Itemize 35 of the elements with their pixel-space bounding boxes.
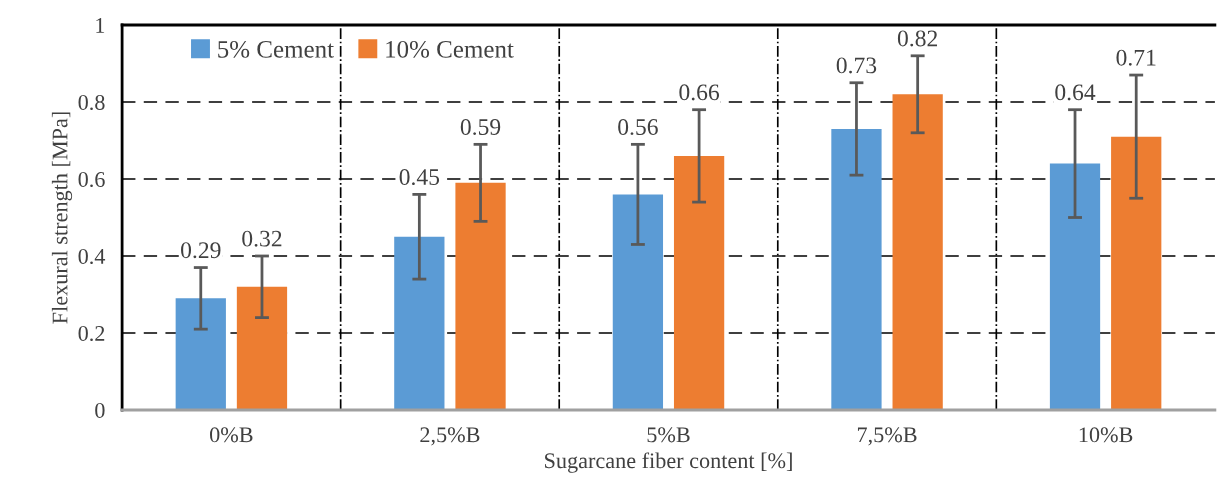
bar [673, 155, 725, 410]
bar [831, 128, 882, 410]
y-tick-label: 0.6 [78, 171, 105, 188]
data-label: 0.45 [399, 169, 440, 186]
bar [236, 286, 288, 410]
bar [612, 194, 664, 410]
legend-label: 5% Cement [218, 40, 334, 58]
data-label: 0.66 [679, 84, 720, 101]
x-axis-title: Sugarcane fiber content [%] [545, 452, 792, 473]
legend-label: 10% Cement [386, 40, 514, 58]
bar [1111, 136, 1162, 410]
y-tick-label: 0.8 [78, 94, 105, 111]
data-label: 0.56 [618, 119, 658, 136]
bar [892, 94, 943, 410]
x-tick-label: 5%B [647, 427, 690, 443]
bar [1049, 163, 1101, 410]
data-label: 0.71 [1116, 49, 1156, 66]
y-tick-label: 0.2 [78, 325, 105, 342]
x-tick-label: 7,5%B [857, 427, 917, 446]
data-label: 0.82 [897, 30, 938, 47]
data-label: 0.73 [836, 57, 877, 74]
x-tick-label: 2,5%B [420, 427, 480, 446]
data-label: 0.64 [1055, 84, 1096, 101]
data-label: 0.29 [181, 242, 221, 259]
data-label: 0.59 [460, 119, 501, 136]
data-label: 0.32 [242, 230, 282, 247]
x-tick-label: 0%B [210, 427, 253, 443]
bar [175, 298, 226, 410]
y-tick-label: 0.4 [78, 248, 106, 265]
bar [455, 182, 506, 410]
bar [394, 236, 445, 410]
y-tick-label: 0 [95, 402, 105, 418]
x-tick-label: 10%B [1079, 427, 1133, 443]
y-tick-label: 1 [96, 18, 105, 33]
y-axis-title: Flexural strength [MPa] [51, 112, 73, 324]
